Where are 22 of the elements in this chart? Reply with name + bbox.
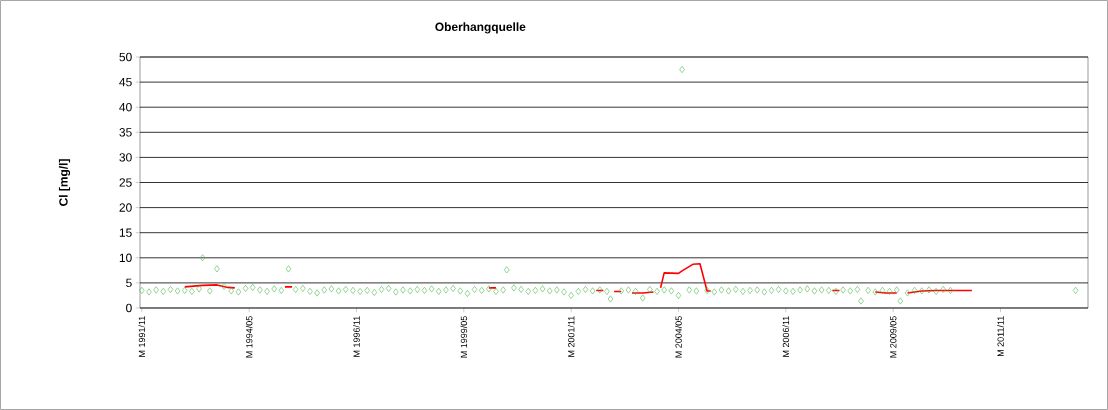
y-tick-label: 5	[126, 278, 132, 288]
x-tick-label: M 1999/05	[460, 316, 468, 358]
y-tick-label: 15	[119, 228, 132, 237]
chart-title: Oberhangquelle	[435, 22, 526, 34]
y-tick-label: 50	[119, 52, 132, 62]
y-tick-label: 35	[119, 128, 132, 137]
y-tick-label: 45	[119, 77, 132, 87]
y-axis-title: Cl [mg/l]	[58, 159, 71, 206]
y-tick-label: 20	[119, 203, 132, 212]
x-tick-label: M 2009/05	[889, 316, 897, 358]
x-tick-label: M 2001/11	[567, 316, 575, 357]
x-tick-label: M 1991/11	[138, 316, 146, 357]
x-tick-label: M 2004/05	[675, 316, 682, 358]
x-tick-label: M 1996/11	[353, 316, 360, 357]
y-tick-label: 30	[119, 153, 132, 162]
x-tick-label: M 2011/11	[997, 316, 1004, 357]
y-tick-label: 10	[119, 253, 132, 263]
y-tick-label: 0	[126, 303, 132, 313]
y-tick-label: 40	[119, 102, 132, 112]
x-tick-label: M 2006/11	[782, 316, 790, 357]
y-tick-label: 25	[119, 178, 132, 187]
x-tick-label: M 1994/05	[245, 316, 253, 358]
